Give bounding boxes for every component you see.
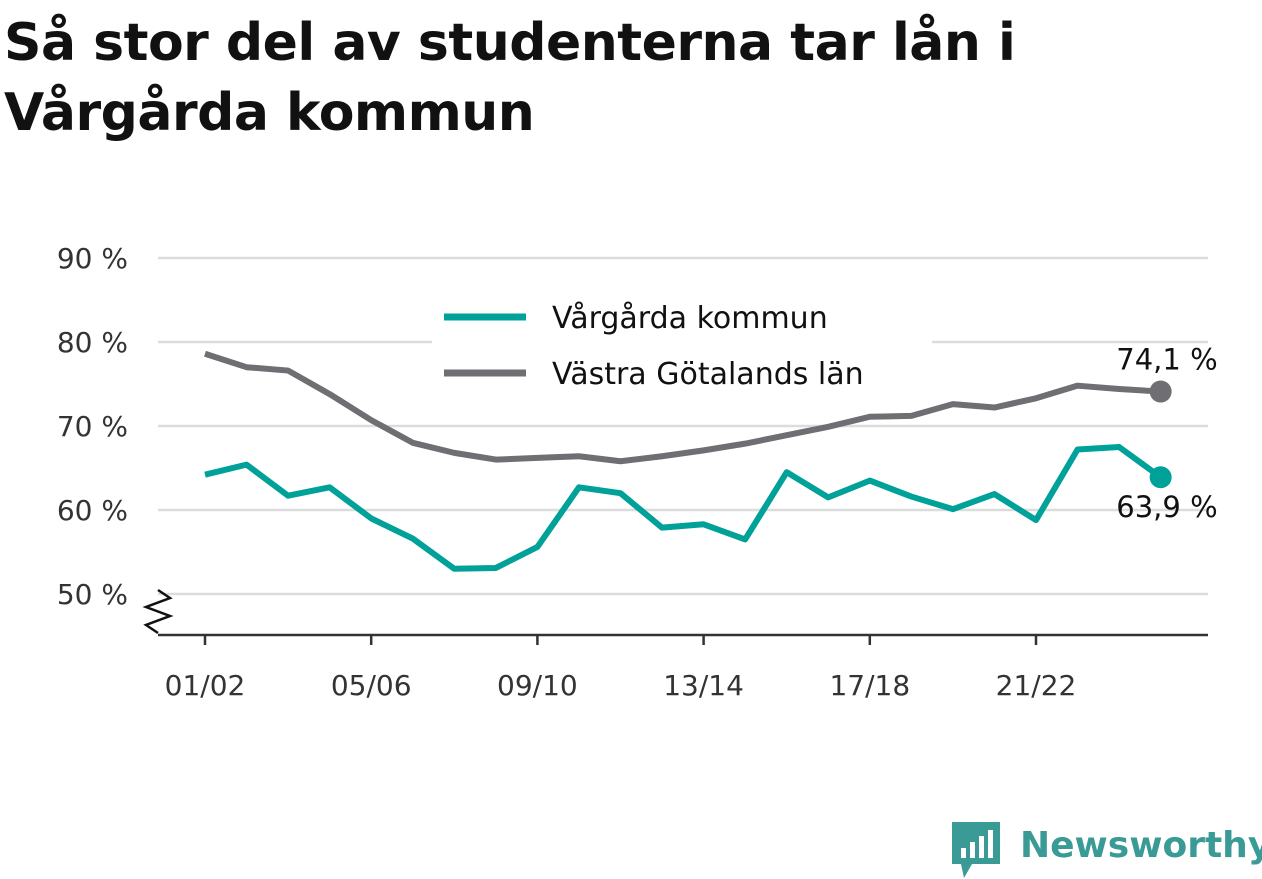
end-point-vastra-gotaland [1149,380,1172,403]
x-tick-label: 17/18 [829,669,910,702]
x-tick-label: 05/06 [331,669,412,702]
legend-label-vastra-gotaland: Västra Götalands län [552,357,864,392]
y-tick-label: 90 % [57,242,128,275]
y-tick-label: 80 % [57,326,128,359]
end-label-vastra-gotaland: 74,1 % [1116,343,1217,377]
legend-label-vargarda: Vårgårda kommun [552,301,828,336]
x-tick-label: 13/14 [663,669,744,702]
x-tick-label: 01/02 [165,669,246,702]
legend-box [432,290,932,400]
brand-name: Newsworthy [1020,825,1262,866]
y-tick-label: 70 % [57,410,128,443]
y-tick-label: 60 % [57,494,128,527]
chart-title: Så stor del av studenterna tar lån i Vår… [4,13,1016,143]
x-tick-label: 09/10 [497,669,578,702]
y-tick-label: 50 % [57,578,128,611]
newsworthy-logo-icon [952,822,1000,878]
brand-logo: Newsworthy [952,822,1262,878]
series-line-vargarda [204,444,1163,572]
legend: Vårgårda kommun Västra Götalands län [432,290,932,400]
end-point-vargarda [1149,466,1172,489]
end-label-vargarda: 63,9 % [1116,490,1217,524]
gridlines [158,256,1208,596]
series-lines [204,350,1172,572]
axes: 50 % 60 % 70 % 80 % 90 % 01/02 05/06 09/10 13/14… [57,242,1208,702]
x-tick-label: 21/22 [996,669,1077,702]
series-line-vastra-gotaland [204,350,1161,465]
axis-break-icon [142,588,174,635]
end-labels: 74,1 % 63,9 % [1116,343,1217,525]
